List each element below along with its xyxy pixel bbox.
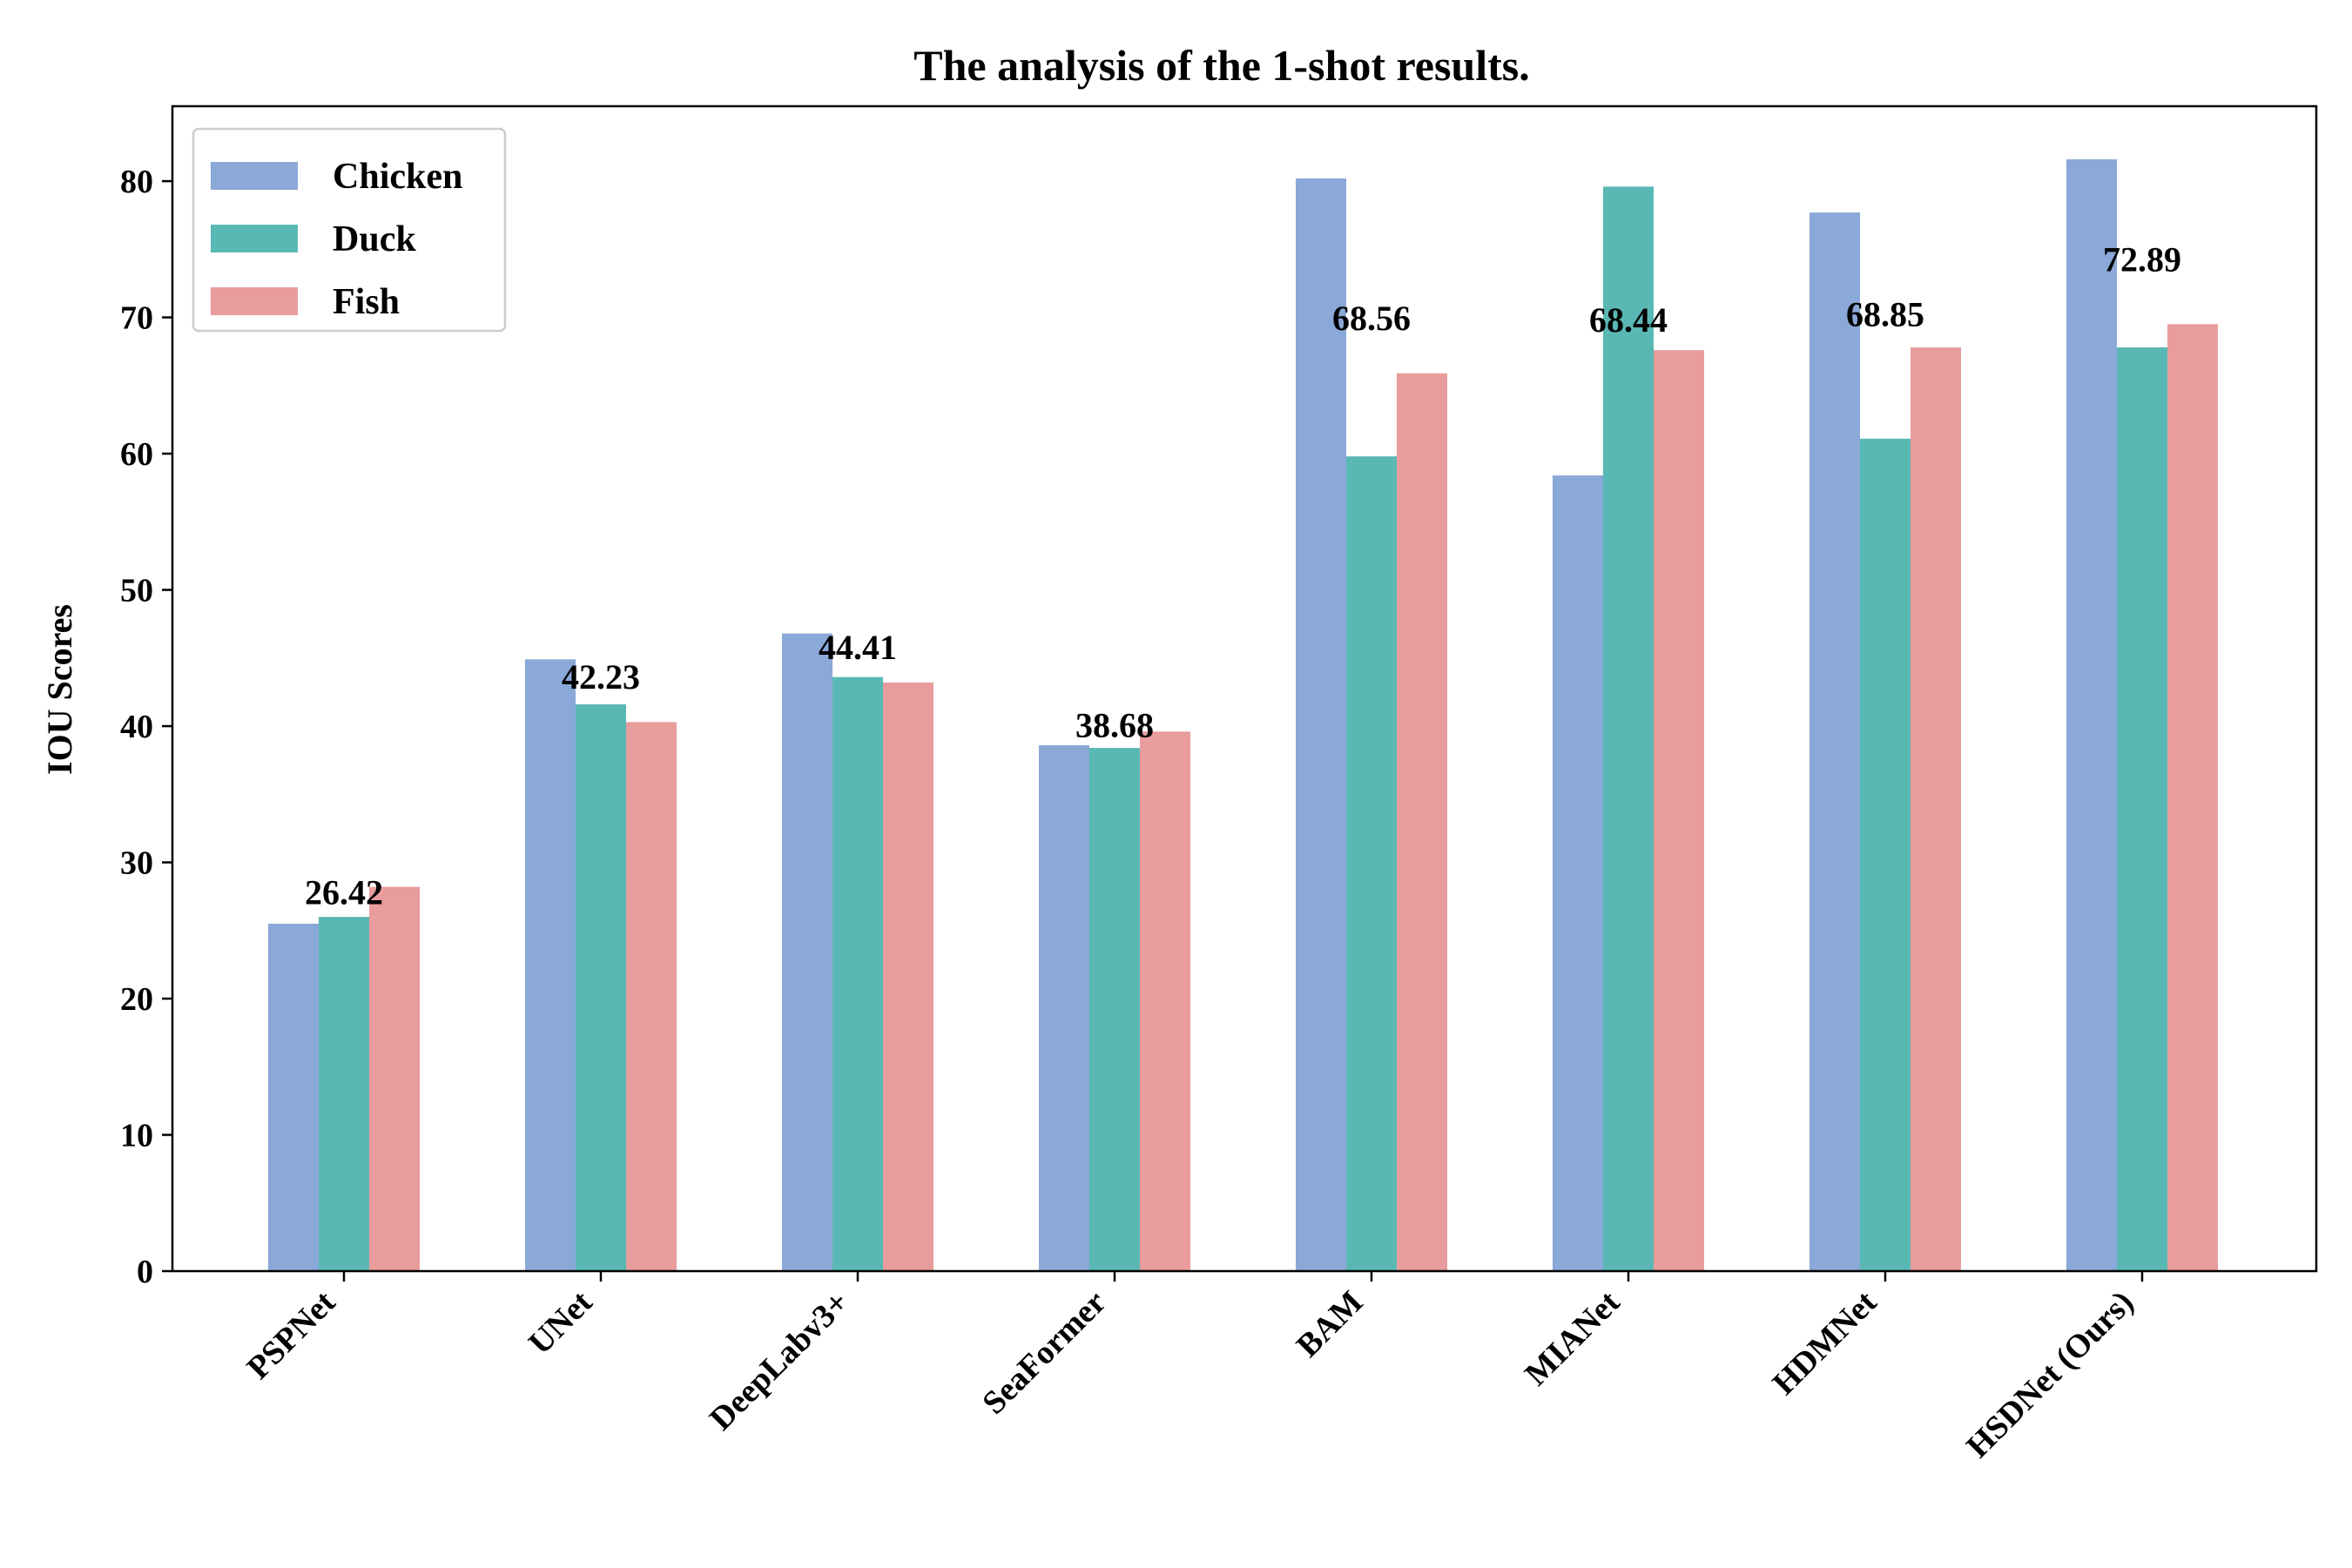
legend-label-chicken: Chicken [333, 157, 462, 197]
legend-label-duck: Duck [333, 219, 416, 259]
chart-title: The analysis of the 1-shot results. [913, 41, 1529, 90]
data-label: 42.23 [562, 657, 640, 697]
x-tick-label: UNet [522, 1283, 600, 1362]
y-tick-label: 50 [120, 573, 153, 609]
y-tick-label: 20 [120, 981, 153, 1018]
bar-chicken [1296, 178, 1346, 1272]
bar-fish [1397, 373, 1447, 1272]
y-axis-label: IOU Scores [40, 604, 79, 775]
data-label: 72.89 [2103, 239, 2181, 279]
bar-fish [883, 682, 933, 1271]
bar-chicken [525, 659, 576, 1271]
data-label: 68.56 [1332, 299, 1411, 338]
bar-chicken [1553, 475, 1603, 1271]
bar-chicken [2066, 159, 2117, 1271]
bar-duck [1603, 186, 1654, 1271]
y-tick-label: 70 [120, 300, 153, 337]
data-label: 44.41 [819, 628, 897, 667]
x-tick-label: HDMNet [1766, 1283, 1884, 1402]
y-tick-label: 30 [120, 845, 153, 882]
x-tick-label: BAM [1290, 1284, 1370, 1364]
bar-duck [1346, 456, 1397, 1271]
x-tick-label: HSDNet (Ours) [1959, 1284, 2140, 1465]
axes-frame [171, 104, 2318, 1273]
bar-fish [1911, 347, 1961, 1271]
data-label: 68.85 [1846, 295, 1924, 334]
bar-duck [1089, 748, 1140, 1271]
legend-swatch-fish [211, 287, 298, 315]
bar-duck [319, 917, 369, 1271]
legend: Chicken Duck Fish [192, 127, 507, 333]
data-label: 38.68 [1075, 706, 1154, 745]
bar-fish [2167, 324, 2218, 1271]
bar-chicken [1039, 744, 1089, 1271]
x-tick-label: DeepLabv3+ [703, 1284, 856, 1437]
data-label: 26.42 [305, 873, 383, 912]
legend-label-fish: Fish [333, 282, 400, 322]
bar-duck [1860, 438, 1911, 1271]
y-tick-label: 60 [120, 436, 153, 473]
y-tick-label: 40 [120, 709, 153, 745]
bar-duck [832, 676, 883, 1271]
y-tick-label: 0 [137, 1254, 153, 1290]
legend-swatch-chicken [211, 162, 298, 190]
bar-duck [576, 703, 626, 1271]
bar-chicken [782, 633, 832, 1271]
data-label: 68.44 [1589, 300, 1668, 340]
bar-chicken [268, 923, 319, 1271]
x-tick-label: MIANet [1518, 1283, 1627, 1392]
bar-chicken [1809, 212, 1860, 1272]
bar-fish [626, 722, 677, 1271]
y-tick-label: 80 [120, 164, 153, 200]
plot-area: 0 10 20 30 40 50 60 70 80 PSPNet 26.42 UNet 42.23 Dee… [120, 104, 2318, 1465]
bar-fish [1140, 731, 1190, 1271]
bar-fish [369, 886, 420, 1271]
y-tick-label: 10 [120, 1118, 153, 1154]
x-tick-label: SeaFormer [975, 1284, 1113, 1422]
bar-duck [2117, 347, 2167, 1271]
x-tick-label: PSPNet [240, 1283, 343, 1386]
bar-fish [1654, 350, 1704, 1272]
legend-swatch-duck [211, 225, 298, 252]
